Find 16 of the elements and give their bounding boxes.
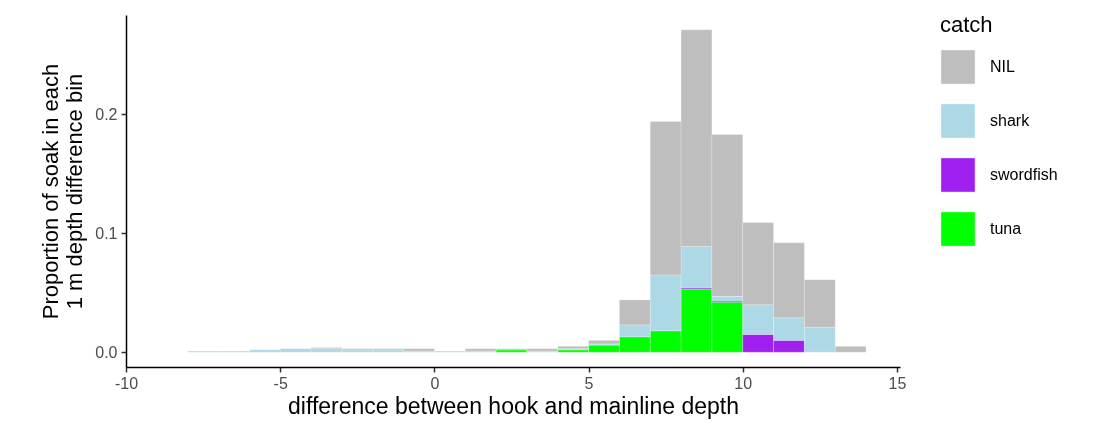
legend-title: catch: [940, 12, 993, 37]
x-tick-label: 15: [888, 374, 907, 392]
y-tick-label: 0.2: [95, 105, 118, 123]
y-tick-label: 0.1: [95, 224, 118, 242]
x-tick-label: -5: [273, 374, 288, 392]
x-tick-label: 5: [584, 374, 594, 392]
legend-label: NIL: [990, 58, 1015, 75]
x-axis-title: difference between hook and mainline depth: [288, 392, 739, 419]
x-tick-label: 10: [734, 374, 753, 392]
legend-label: shark: [990, 112, 1031, 129]
legend-label: swordfish: [990, 166, 1058, 183]
x-tick-label: -10: [114, 374, 139, 392]
x-tick-label: 0: [430, 374, 440, 392]
y-axis-title: Proportion of soak in each 1 m depth difference bin: [38, 63, 88, 320]
legend-label: tuna: [990, 220, 1022, 237]
y-tick-label: 0.0: [95, 343, 118, 361]
